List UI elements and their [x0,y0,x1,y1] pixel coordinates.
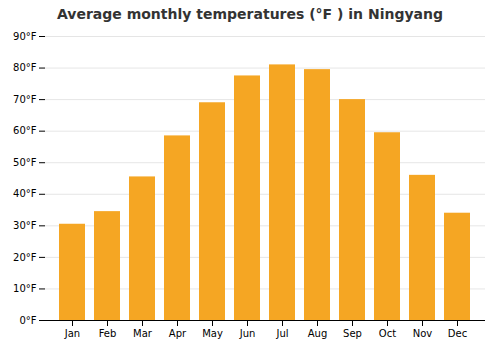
svg-text:Sep: Sep [343,328,362,339]
svg-text:0°F: 0°F [19,315,36,326]
svg-text:Mar: Mar [133,328,153,339]
svg-text:Aug: Aug [308,328,328,339]
svg-text:50°F: 50°F [13,157,37,168]
svg-text:Apr: Apr [169,328,187,339]
svg-text:80°F: 80°F [13,62,37,73]
svg-text:20°F: 20°F [13,252,37,263]
svg-text:Nov: Nov [413,328,433,339]
svg-text:Jan: Jan [64,328,80,339]
svg-text:Feb: Feb [99,328,117,339]
svg-text:Jul: Jul [275,328,288,339]
svg-text:60°F: 60°F [13,125,37,136]
svg-text:10°F: 10°F [13,283,37,294]
svg-text:40°F: 40°F [13,188,37,199]
svg-text:70°F: 70°F [13,94,37,105]
svg-text:30°F: 30°F [13,220,37,231]
svg-text:Dec: Dec [448,328,467,339]
html-text:Average monthly temperatures (: Average monthly temperatures (°F ) in Ni… [57,6,443,22]
svg-text:90°F: 90°F [13,31,37,42]
svg-text:Jun: Jun [239,328,256,339]
svg-text:May: May [202,328,223,339]
svg-text:Oct: Oct [379,328,396,339]
